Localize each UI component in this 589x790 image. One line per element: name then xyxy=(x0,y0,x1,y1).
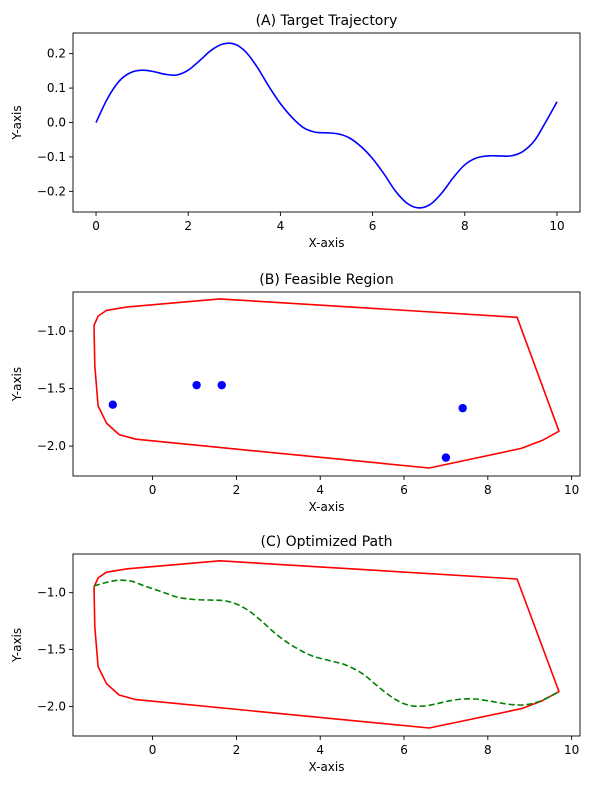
y-tick-label: −2.0 xyxy=(37,699,66,713)
chart-title: (B) Feasible Region xyxy=(259,272,393,288)
y-tick-label: 0.2 xyxy=(47,47,66,61)
series-line-0 xyxy=(95,42,558,209)
y-tick-label: −0.1 xyxy=(37,150,66,164)
x-tick-label: 10 xyxy=(564,743,579,757)
x-tick-label: 6 xyxy=(400,483,408,497)
x-tick-label: 10 xyxy=(549,219,564,233)
x-tick-label: 6 xyxy=(369,219,377,233)
x-tick-label: 8 xyxy=(484,743,492,757)
x-tick-label: 2 xyxy=(184,219,192,233)
plot-area xyxy=(93,559,560,729)
axes-frame xyxy=(72,553,581,737)
x-tick-label: 0 xyxy=(92,219,100,233)
y-axis-label: Y-axis xyxy=(10,628,24,663)
plot-area xyxy=(93,298,560,469)
x-tick-label: 8 xyxy=(484,483,492,497)
x-tick-label: 2 xyxy=(233,483,241,497)
scatter-point xyxy=(458,403,467,413)
scatter-point xyxy=(217,380,226,390)
x-tick-label: 10 xyxy=(564,483,579,497)
chart-title: (A) Target Trajectory xyxy=(256,13,398,29)
x-tick-label: 6 xyxy=(400,743,408,757)
panel-target-trajectory: 0 2 4 6 8 10 −0.2 −0.1 0.0 0.1 0.2 (A) Target Traje… xyxy=(10,13,581,250)
boundary-line xyxy=(93,298,560,469)
x-tick-label: 0 xyxy=(149,483,157,497)
y-tick-label: 0.1 xyxy=(47,81,66,95)
boundary-line xyxy=(93,559,560,729)
y-tick-label: −2.0 xyxy=(37,439,66,453)
x-axis-label: X-axis xyxy=(309,236,345,250)
x-tick-label: 4 xyxy=(277,219,285,233)
scatter-point xyxy=(192,380,201,390)
y-tick-label: −1.0 xyxy=(37,586,66,600)
x-tick-label: 4 xyxy=(316,483,324,497)
panel-feasible-region: 0 2 4 6 8 10 −2.0 −1.5 −1.0 (B) Feasible Region X-… xyxy=(10,272,581,514)
x-tick-label: 8 xyxy=(461,219,469,233)
y-axis-label: Y-axis xyxy=(10,367,24,402)
x-axis-label: X-axis xyxy=(309,500,345,514)
x-tick-label: 0 xyxy=(149,743,157,757)
y-tick-label: −1.0 xyxy=(37,324,66,338)
axes-frame xyxy=(72,291,581,477)
y-tick-label: −0.2 xyxy=(37,184,66,198)
x-tick-label: 2 xyxy=(233,743,241,757)
plot-area xyxy=(95,42,558,209)
axes-frame xyxy=(72,32,581,213)
scatter-point xyxy=(441,453,451,462)
chart-title: (C) Optimized Path xyxy=(260,534,392,550)
panel-optimized-path: 0 2 4 6 8 10 −2.0 −1.5 −1.0 (C) Optimized Path X-a… xyxy=(10,534,581,774)
series-line-0 xyxy=(93,579,560,708)
y-tick-label: −1.5 xyxy=(37,382,66,396)
y-axis-label: Y-axis xyxy=(10,105,24,140)
x-tick-label: 4 xyxy=(316,743,324,757)
scatter-point xyxy=(108,400,118,409)
y-tick-label: −1.5 xyxy=(37,643,66,657)
x-axis-label: X-axis xyxy=(309,760,345,774)
y-tick-label: 0.0 xyxy=(47,116,66,130)
